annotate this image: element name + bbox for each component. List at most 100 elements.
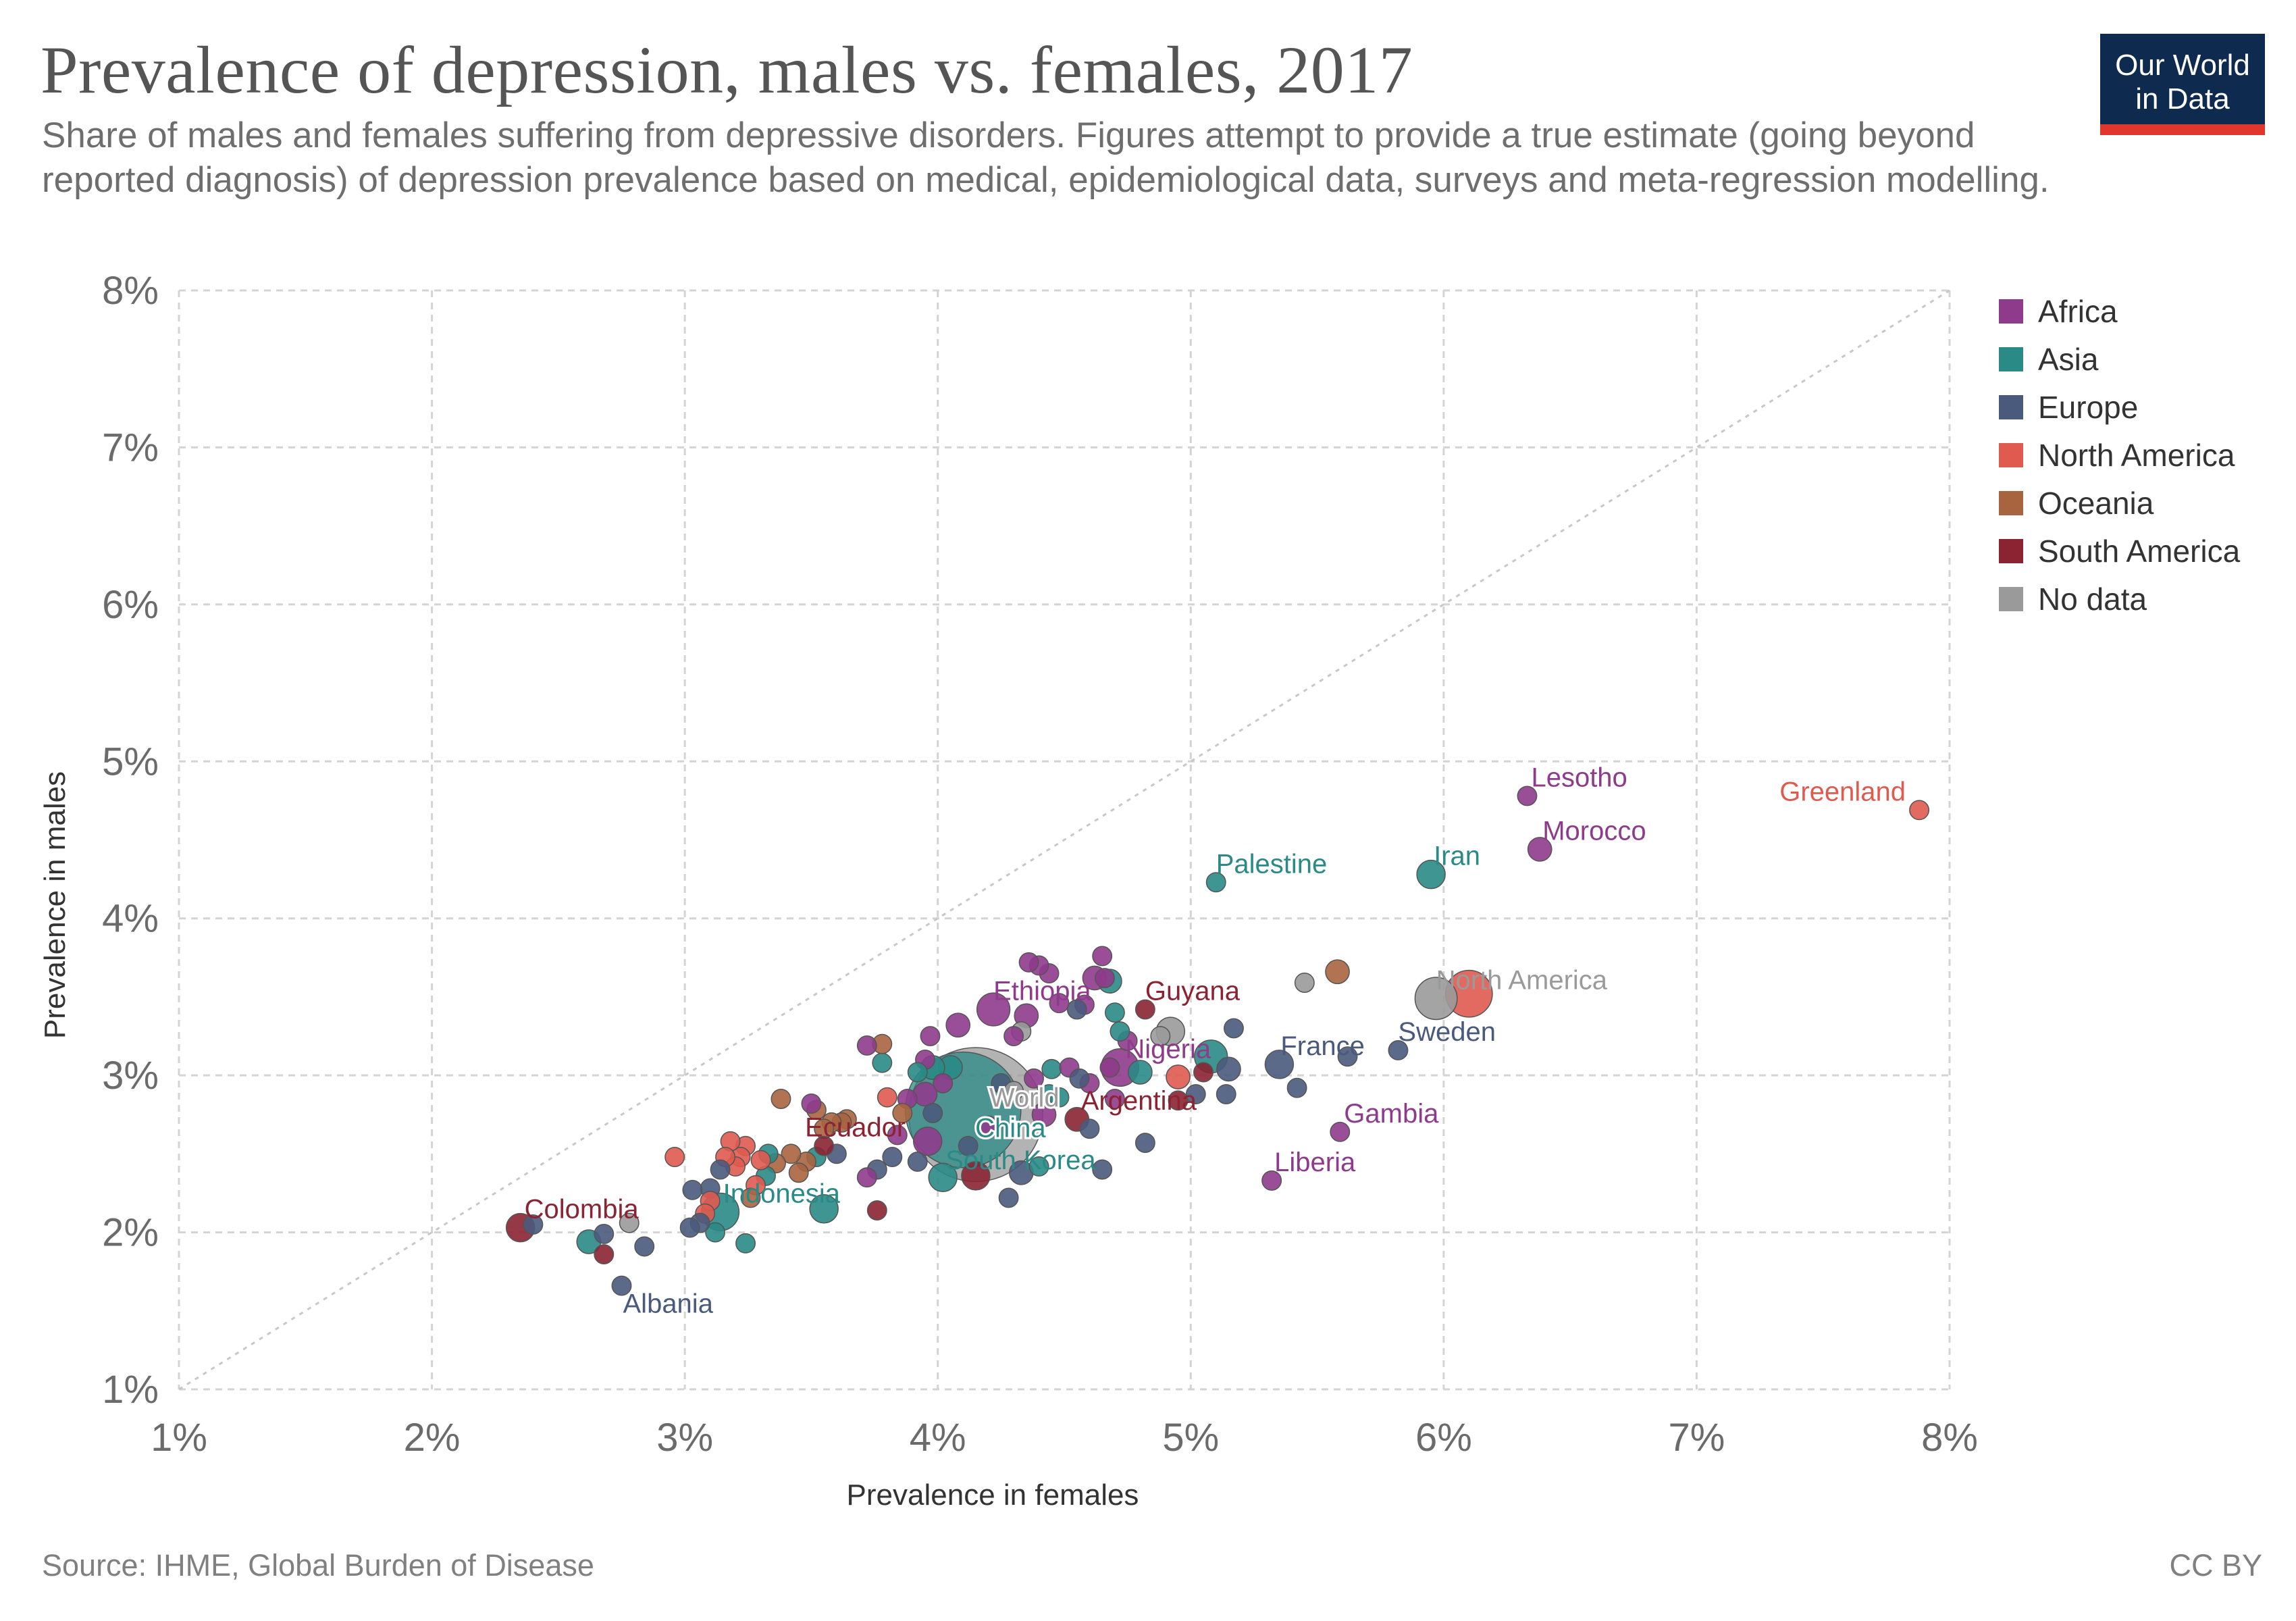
data-point[interactable] [801,1093,822,1114]
data-point[interactable] [920,1026,941,1046]
data-point[interactable] [887,1125,908,1146]
data-point[interactable] [771,1089,791,1109]
point-south-korea[interactable] [928,1162,958,1192]
data-point[interactable] [1337,1046,1358,1067]
data-point[interactable] [1094,968,1115,988]
data-point[interactable] [809,1193,839,1224]
data-point[interactable] [1185,1084,1206,1104]
legend-item-south-america[interactable]: South America [1999,527,2240,575]
legend-item-north-america[interactable]: North America [1999,431,2240,479]
data-point[interactable] [710,1159,731,1180]
data-point[interactable] [634,1236,655,1257]
data-point[interactable] [912,1127,943,1156]
data-point[interactable] [1224,1018,1244,1039]
data-point[interactable] [1041,1058,1062,1079]
data-point[interactable] [998,1187,1019,1208]
point-france[interactable] [1264,1050,1295,1079]
data-point[interactable] [961,1161,991,1191]
data-point[interactable] [978,1115,999,1136]
y-tick-label: 6% [102,583,159,627]
data-point[interactable] [933,1073,954,1093]
legend-item-asia[interactable]: Asia [1999,335,2240,383]
data-point[interactable] [882,1147,903,1167]
point-north-america[interactable] [1414,977,1458,1021]
point-greenland[interactable] [1909,800,1930,821]
data-point[interactable] [682,1179,703,1200]
license-link[interactable]: CC BY [2169,1548,2262,1583]
data-point[interactable] [1099,1057,1120,1078]
legend-item-europe[interactable]: Europe [1999,383,2240,431]
data-point[interactable] [750,1150,771,1170]
legend-item-oceania[interactable]: Oceania [1999,479,2240,527]
data-point[interactable] [1104,1089,1125,1109]
data-point[interactable] [907,1062,928,1083]
data-point[interactable] [1216,1084,1236,1104]
data-point[interactable] [523,1214,544,1235]
label-indonesia: Indonesia [723,1179,841,1208]
data-point[interactable] [1049,1087,1070,1108]
legend-label: Oceania [2038,485,2154,521]
data-point[interactable] [1216,1056,1241,1082]
data-point[interactable] [866,1200,887,1220]
point-gambia[interactable] [1330,1121,1351,1142]
data-point[interactable] [892,1102,913,1123]
point-ethiopia[interactable] [976,992,1011,1027]
legend-item-africa[interactable]: Africa [1999,287,2240,335]
point-liberia[interactable] [1261,1170,1282,1191]
data-point[interactable] [856,1167,877,1188]
point-iran[interactable] [1416,859,1446,890]
source-note: Source: IHME, Global Burden of Disease [42,1548,594,1583]
data-point[interactable] [664,1147,685,1167]
data-point[interactable] [594,1244,615,1265]
label-greenland: Greenland [1779,777,1906,806]
data-point[interactable] [907,1152,928,1172]
data-point[interactable] [1003,1081,1024,1102]
data-point[interactable] [922,1102,943,1123]
data-point[interactable] [788,1162,809,1183]
data-point[interactable] [1193,1062,1214,1083]
point-palestine[interactable] [1205,872,1226,893]
point-morocco[interactable] [1527,837,1553,862]
data-point[interactable] [1066,999,1087,1020]
data-point[interactable] [856,1035,877,1056]
data-point[interactable] [1110,1021,1130,1042]
point-lesotho[interactable] [1517,786,1538,806]
data-point[interactable] [781,1143,802,1164]
data-point[interactable] [735,1233,756,1254]
data-point[interactable] [1104,1002,1125,1023]
data-point[interactable] [1166,1064,1191,1089]
point-albania[interactable] [611,1275,632,1296]
data-point[interactable] [1003,1026,1024,1046]
data-point[interactable] [1134,1133,1155,1154]
data-point[interactable] [877,1087,897,1108]
data-point[interactable] [1092,946,1113,967]
data-point[interactable] [1018,952,1039,973]
point-ecuador[interactable] [814,1135,835,1156]
data-point[interactable] [1069,1068,1090,1089]
data-point[interactable] [958,1135,979,1156]
data-point[interactable] [1049,993,1070,1014]
data-point[interactable] [1028,1156,1049,1177]
data-point[interactable] [1024,1068,1045,1089]
point-sweden[interactable] [1388,1040,1409,1060]
data-point[interactable] [1168,1090,1189,1111]
data-point[interactable] [740,1187,761,1208]
data-point[interactable] [1128,1060,1153,1085]
data-point[interactable] [872,1052,893,1073]
data-point[interactable] [679,1217,700,1238]
point-guyana[interactable] [1134,999,1155,1020]
data-point[interactable] [1294,973,1315,993]
data-point[interactable] [594,1223,615,1244]
data-point[interactable] [1079,1118,1100,1139]
data-point[interactable] [619,1212,640,1233]
data-point[interactable] [1150,1026,1171,1046]
legend-item-no-data[interactable]: No data [1999,575,2240,623]
data-point[interactable] [1325,959,1350,985]
label-ecuador: Ecuador [805,1113,906,1143]
data-point[interactable] [1092,1159,1113,1180]
data-point[interactable] [705,1222,726,1243]
owid-logo[interactable]: Our World in Data [2100,34,2265,135]
logo-line-2: in Data [2135,82,2230,115]
data-point[interactable] [1286,1077,1307,1098]
data-point[interactable] [945,1012,971,1038]
